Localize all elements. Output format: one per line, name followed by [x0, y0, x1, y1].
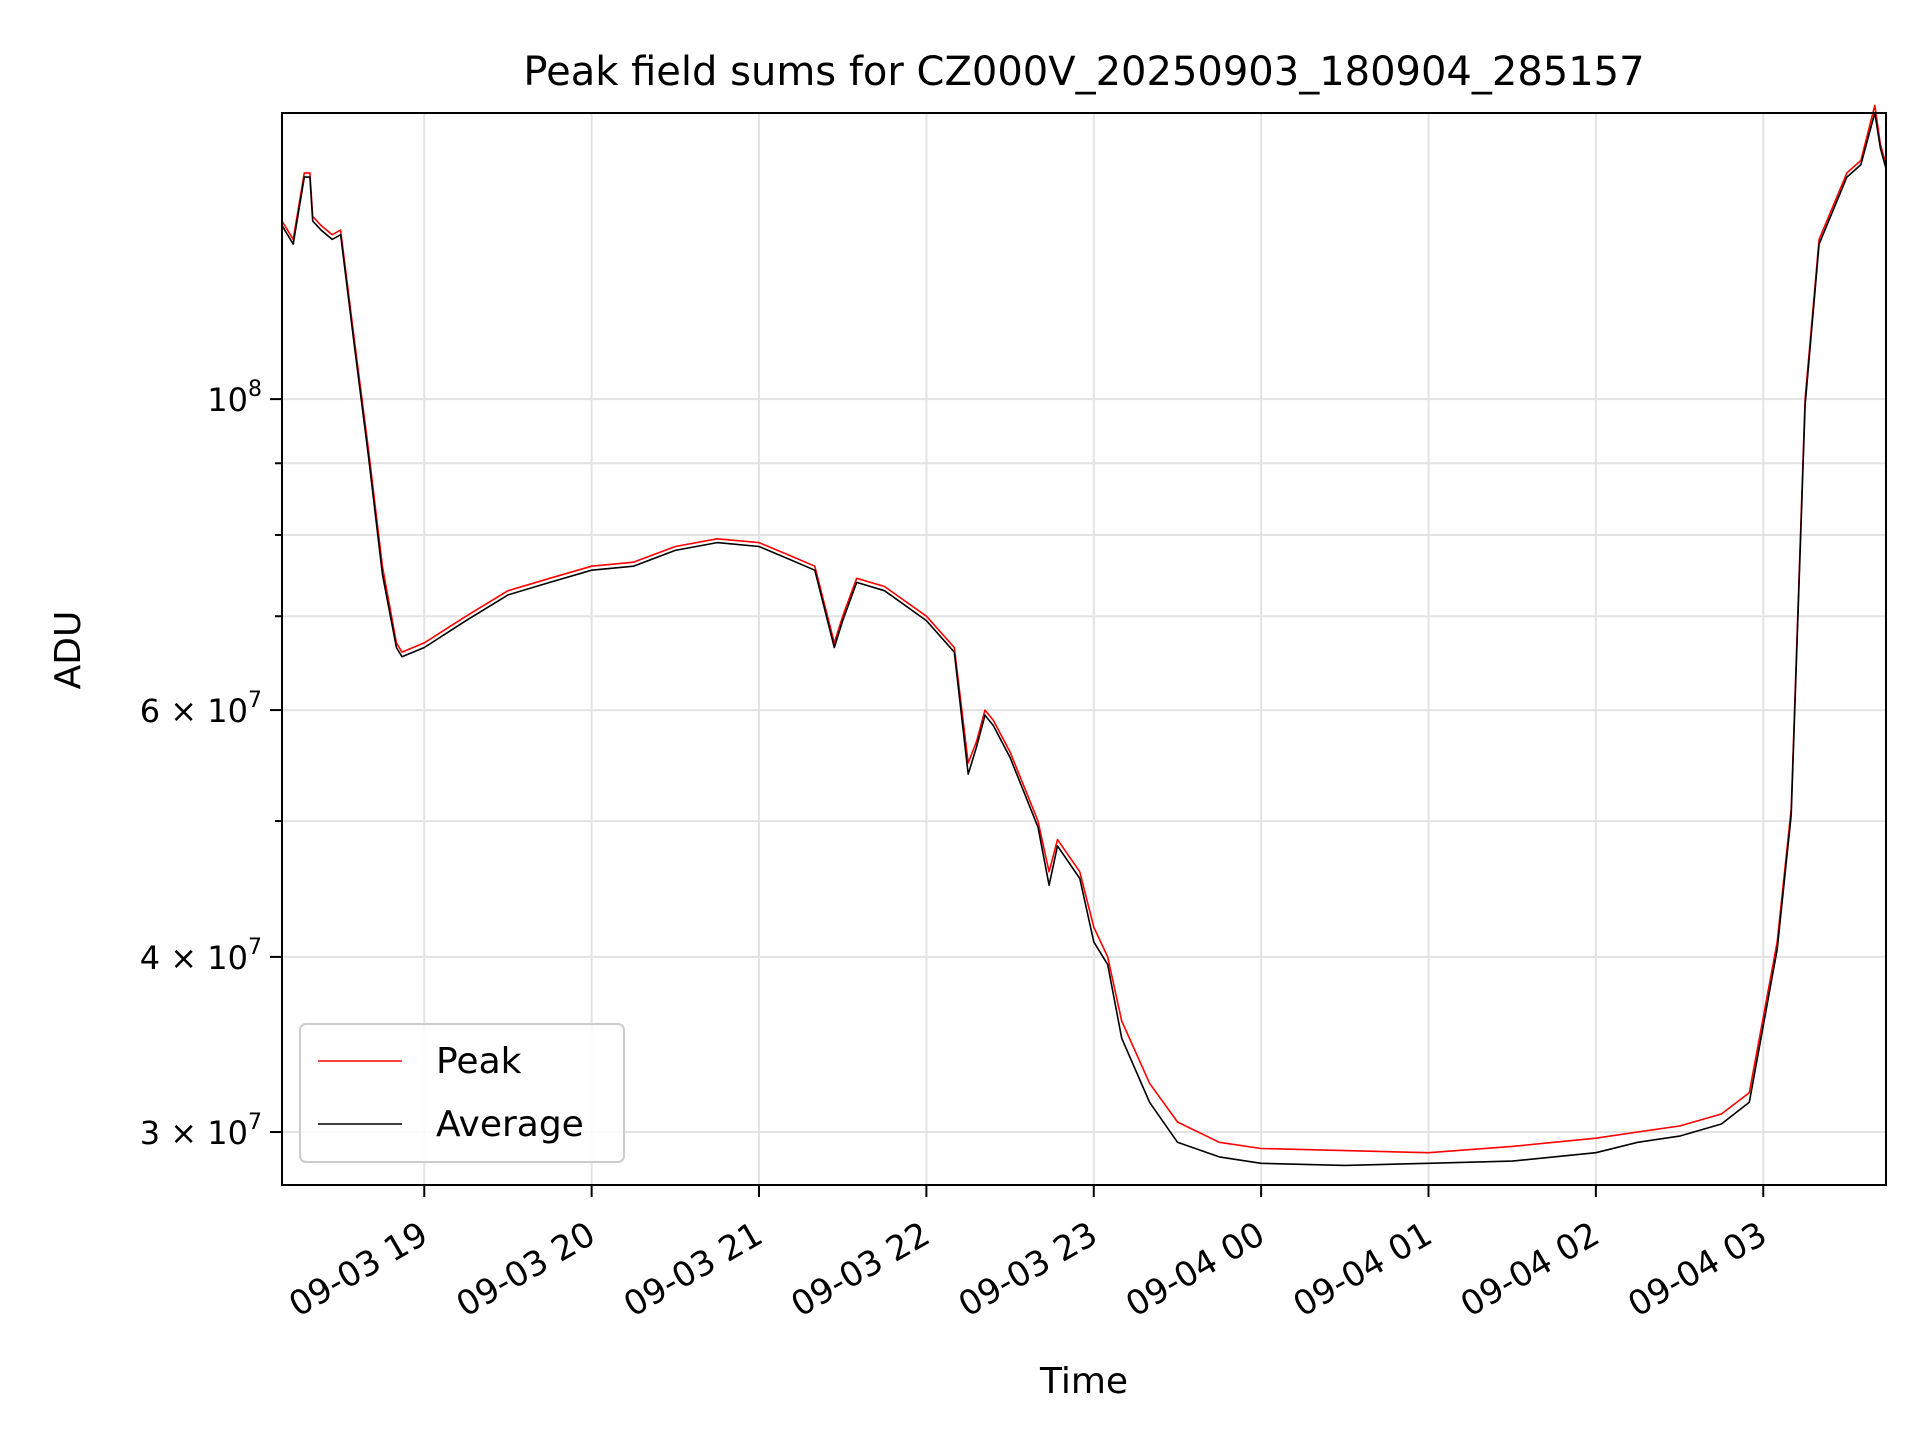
- y-tick-label-base: 10: [207, 381, 248, 419]
- y-tick-label: 3 × 107: [140, 1110, 262, 1152]
- plot-frame: [281, 112, 1887, 1186]
- y-tick-label-base: 4 × 10: [140, 939, 248, 977]
- y-tick-label-exponent: 7: [248, 935, 262, 960]
- y-tick-label-exponent: 8: [248, 377, 262, 402]
- legend-label-average: Average: [436, 1104, 584, 1145]
- legend: Peak Average: [299, 1023, 625, 1163]
- y-tick-label-base: 6 × 10: [140, 692, 248, 730]
- series-layer: [281, 104, 1887, 1167]
- legend-box: [299, 1023, 625, 1163]
- y-tick-label-exponent: 7: [248, 688, 262, 713]
- y-tick-label: 4 × 107: [140, 935, 262, 977]
- y-axis-label: ADU: [48, 611, 89, 690]
- y-tick-label-base: 3 × 10: [140, 1114, 248, 1152]
- grid: [282, 113, 1886, 1185]
- legend-label-peak: Peak: [436, 1041, 522, 1082]
- series-line-average: [281, 112, 1887, 1167]
- y-tick-label: 108: [207, 377, 262, 419]
- chart-title: Peak field sums for CZ000V_20250903_1809…: [523, 49, 1644, 95]
- series-line-peak: [281, 104, 1887, 1154]
- y-tick-label: 6 × 107: [140, 688, 262, 730]
- x-axis-label: Time: [1039, 1361, 1128, 1402]
- y-tick-label-exponent: 7: [248, 1110, 262, 1135]
